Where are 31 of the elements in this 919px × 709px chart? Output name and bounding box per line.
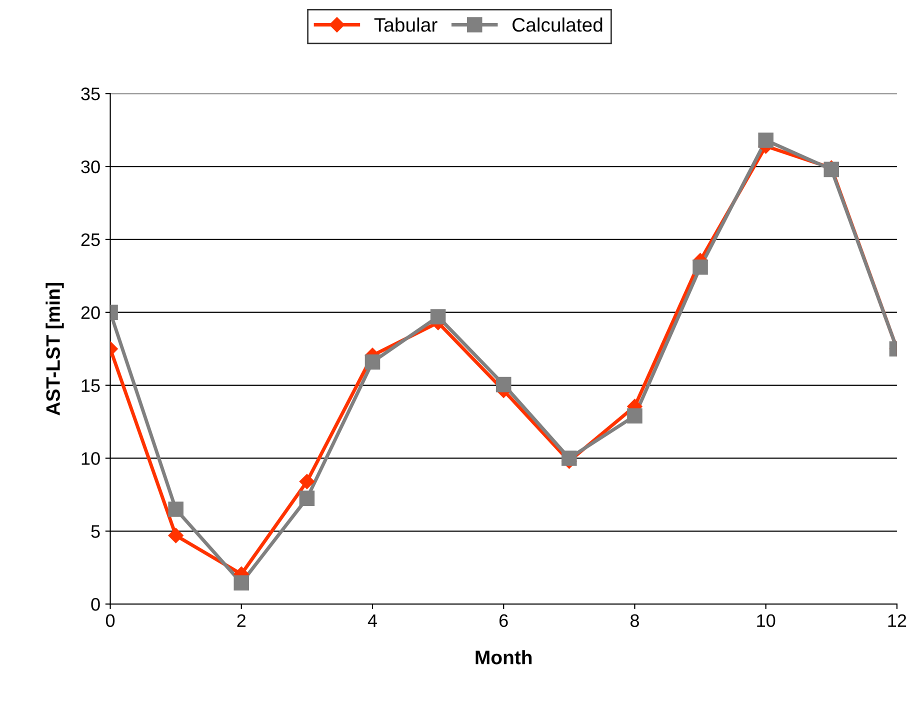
x-tick-label: 2 — [237, 614, 246, 627]
x-tick-label: 4 — [368, 614, 377, 627]
legend-label: Calculated — [512, 18, 602, 32]
point — [299, 474, 315, 490]
y-tick-label: 25 — [81, 233, 100, 246]
point — [430, 309, 446, 324]
x-tick-label: 0 — [106, 614, 115, 628]
x-tick-label: 8 — [630, 614, 639, 628]
point — [627, 408, 642, 424]
y-tick-label: 15 — [82, 379, 100, 392]
y-tick-label: 30 — [81, 160, 100, 174]
point — [168, 528, 184, 544]
x-tick-label: 12 — [888, 614, 906, 627]
y-tick-label: 0 — [91, 598, 100, 611]
point — [758, 132, 774, 148]
point — [364, 354, 380, 370]
y-axis-title: AST-LST [min] — [46, 282, 64, 416]
point — [299, 490, 315, 506]
point — [234, 575, 250, 591]
y-tick-label: 35 — [81, 88, 100, 100]
point — [562, 450, 577, 466]
x-tick-label: 10 — [757, 614, 776, 628]
x-axis-title: Month — [476, 650, 532, 664]
y-tick-label: 10 — [82, 452, 100, 465]
y-tick-label: 5 — [91, 525, 100, 538]
point — [168, 502, 184, 517]
x-tick-label: 6 — [500, 614, 508, 628]
point — [692, 260, 708, 275]
point — [496, 376, 512, 392]
legend-label: Tabular — [374, 18, 438, 32]
y-tick-label: 20 — [81, 306, 100, 320]
